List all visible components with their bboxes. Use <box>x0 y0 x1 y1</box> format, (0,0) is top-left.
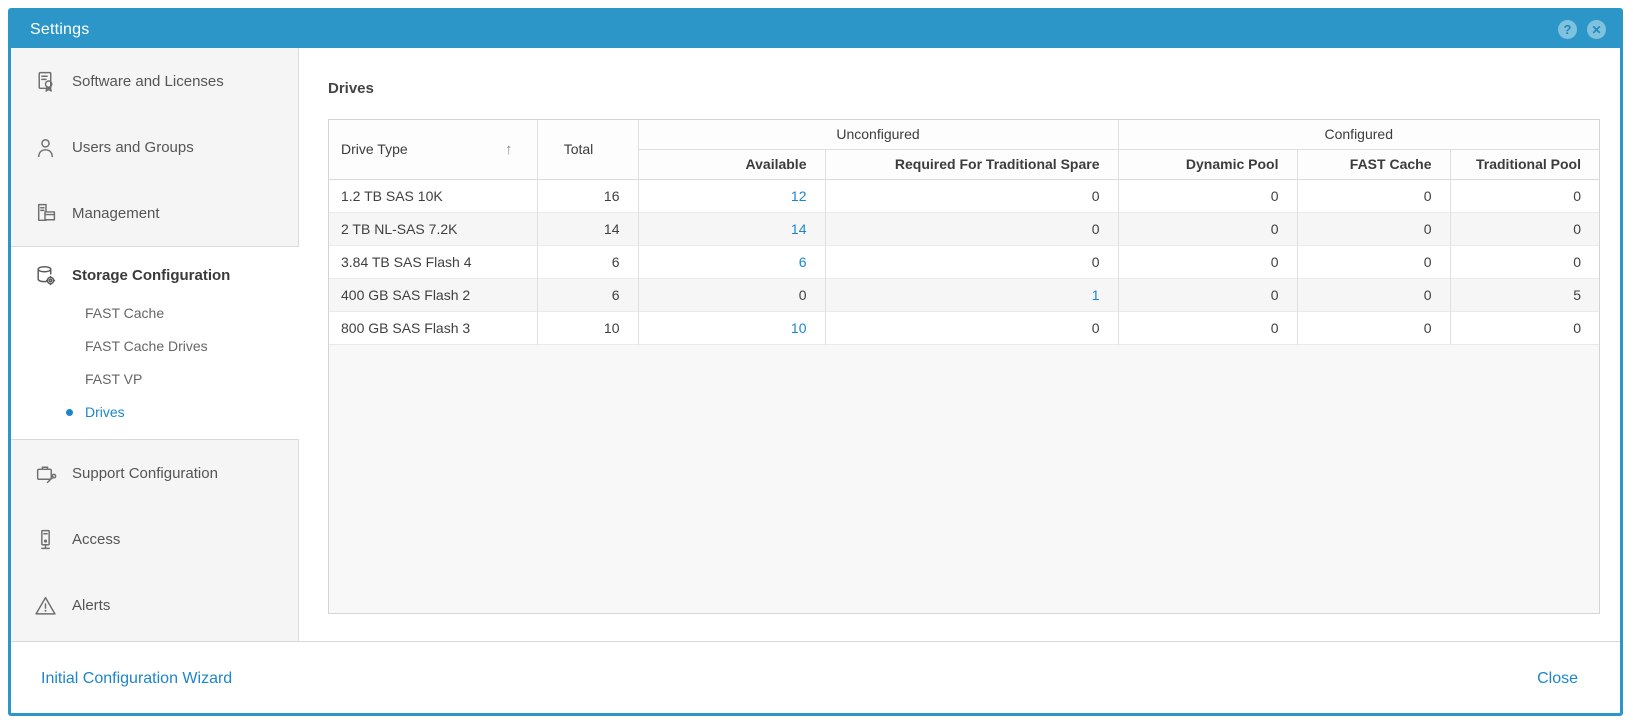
server-window-icon <box>33 201 57 225</box>
sidebar-item-label: Alerts <box>72 596 111 614</box>
column-header-traditional-pool[interactable]: Traditional Pool <box>1449 149 1599 179</box>
selected-bullet <box>66 409 73 416</box>
sidebar-item-software-and-licenses[interactable]: Software and Licenses <box>11 48 298 114</box>
initial-configuration-wizard-link[interactable]: Initial Configuration Wizard <box>41 670 233 687</box>
sidebar-subitem-label: FAST Cache <box>85 305 165 321</box>
user-icon <box>33 135 57 159</box>
cell-total: 6 <box>536 278 638 311</box>
cell-required-for-traditional-spare: 0 <box>824 212 1118 245</box>
sidebar-group-top: Software and Licenses Users and Groups M… <box>11 48 299 247</box>
sidebar-group-bottom: Support Configuration Access Alerts <box>11 439 299 641</box>
sidebar-subitem-label: FAST VP <box>85 371 143 387</box>
sidebar-item-label: Users and Groups <box>72 138 194 156</box>
cell-drive-type: 400 GB SAS Flash 2 <box>329 278 537 311</box>
sidebar-item-label: Support Configuration <box>72 464 218 482</box>
cell-traditional-pool: 0 <box>1449 179 1599 212</box>
sidebar-item-management[interactable]: Management <box>11 180 298 246</box>
cell-dynamic-pool: 0 <box>1117 245 1297 278</box>
cell-fast-cache: 0 <box>1296 311 1450 344</box>
cell-traditional-pool: 0 <box>1449 245 1599 278</box>
sidebar-subitem-drives[interactable]: Drives <box>11 396 299 429</box>
sidebar-subitem-fast-cache-drives[interactable]: FAST Cache Drives <box>11 330 299 363</box>
cell-traditional-pool: 0 <box>1449 311 1599 344</box>
cell-available[interactable]: 6 <box>637 245 825 278</box>
titlebar-icons: ? ✕ <box>1558 20 1606 39</box>
sidebar: Software and Licenses Users and Groups M… <box>11 48 299 641</box>
cell-dynamic-pool: 0 <box>1117 212 1297 245</box>
cell-drive-type: 2 TB NL-SAS 7.2K <box>329 212 537 245</box>
cell-traditional-pool: 5 <box>1449 278 1599 311</box>
column-header-fast-cache[interactable]: FAST Cache <box>1296 149 1450 179</box>
sidebar-item-users-and-groups[interactable]: Users and Groups <box>11 114 298 180</box>
drives-table: Drive Type ↑ Total Unconfigured Configur… <box>328 119 1600 614</box>
close-button[interactable]: Close <box>1537 670 1578 687</box>
sidebar-subitem-label: FAST Cache Drives <box>85 338 208 354</box>
sidebar-item-label: Storage Configuration <box>72 266 231 284</box>
warning-triangle-icon <box>33 593 57 617</box>
sidebar-item-label: Software and Licenses <box>72 72 224 90</box>
sort-ascending-icon: ↑ <box>505 140 513 158</box>
storage-gear-icon <box>33 263 57 287</box>
cell-drive-type: 1.2 TB SAS 10K <box>329 179 537 212</box>
cell-available[interactable]: 14 <box>637 212 825 245</box>
license-certificate-icon <box>33 69 57 93</box>
sidebar-subitem-fast-vp[interactable]: FAST VP <box>11 363 299 396</box>
column-header-total[interactable]: Total <box>536 120 638 179</box>
cell-traditional-pool: 0 <box>1449 212 1599 245</box>
table-row: 1.2 TB SAS 10K 16 12 0 0 0 0 <box>329 179 1599 212</box>
cell-fast-cache: 0 <box>1296 278 1450 311</box>
column-header-required-for-traditional-spare[interactable]: Required For Traditional Spare <box>824 149 1118 179</box>
sidebar-item-label: Access <box>72 530 121 548</box>
sidebar-item-storage-configuration[interactable]: Storage Configuration <box>11 253 299 297</box>
toolbox-wrench-icon <box>33 461 57 485</box>
sidebar-item-alerts[interactable]: Alerts <box>11 572 298 638</box>
sidebar-group-storage-configuration: Storage Configuration FAST Cache FAST Ca… <box>11 247 299 439</box>
sidebar-subitem-label: Drives <box>85 404 125 420</box>
column-group-unconfigured: Unconfigured <box>637 120 1118 150</box>
drives-table-body: 1.2 TB SAS 10K 16 12 0 0 0 0 2 TB NL-SAS 7.2K 14… <box>329 179 1599 344</box>
column-header-drive-type[interactable]: Drive Type ↑ <box>329 120 537 179</box>
cell-total: 6 <box>536 245 638 278</box>
cell-required-for-traditional-spare: 0 <box>824 311 1118 344</box>
cell-available: 0 <box>637 278 825 311</box>
cell-required-for-traditional-spare: 0 <box>824 179 1118 212</box>
column-group-configured: Configured <box>1117 120 1599 150</box>
dialog-title: Settings <box>30 20 90 38</box>
cell-dynamic-pool: 0 <box>1117 311 1297 344</box>
cell-required-for-traditional-spare: 0 <box>824 245 1118 278</box>
main-content: Drives Drive Type ↑ <box>299 48 1620 641</box>
cell-dynamic-pool: 0 <box>1117 179 1297 212</box>
cell-available[interactable]: 10 <box>637 311 825 344</box>
table-row: 800 GB SAS Flash 3 10 10 0 0 0 0 <box>329 311 1599 344</box>
cell-total: 14 <box>536 212 638 245</box>
access-terminal-icon <box>33 527 57 551</box>
column-header-available[interactable]: Available <box>637 149 825 179</box>
cell-available[interactable]: 12 <box>637 179 825 212</box>
cell-drive-type: 3.84 TB SAS Flash 4 <box>329 245 537 278</box>
sidebar-item-label: Management <box>72 204 160 222</box>
cell-total: 10 <box>536 311 638 344</box>
dialog-body: Software and Licenses Users and Groups M… <box>11 48 1620 641</box>
table-row: 2 TB NL-SAS 7.2K 14 14 0 0 0 0 <box>329 212 1599 245</box>
settings-dialog: Settings ? ✕ Software and Licenses <box>8 8 1623 716</box>
close-icon[interactable]: ✕ <box>1587 20 1606 39</box>
cell-dynamic-pool: 0 <box>1117 278 1297 311</box>
help-icon[interactable]: ? <box>1558 20 1577 39</box>
cell-total: 16 <box>536 179 638 212</box>
cell-drive-type: 800 GB SAS Flash 3 <box>329 311 537 344</box>
cell-required-for-traditional-spare[interactable]: 1 <box>824 278 1118 311</box>
sidebar-item-support-configuration[interactable]: Support Configuration <box>11 440 298 506</box>
cell-fast-cache: 0 <box>1296 245 1450 278</box>
dialog-footer: Initial Configuration Wizard Close <box>11 641 1620 713</box>
cell-fast-cache: 0 <box>1296 212 1450 245</box>
titlebar: Settings ? ✕ <box>11 11 1620 48</box>
cell-fast-cache: 0 <box>1296 179 1450 212</box>
sidebar-subitem-fast-cache[interactable]: FAST Cache <box>11 297 299 330</box>
page-title: Drives <box>328 80 374 97</box>
sidebar-item-access[interactable]: Access <box>11 506 298 572</box>
column-header-dynamic-pool[interactable]: Dynamic Pool <box>1117 149 1297 179</box>
